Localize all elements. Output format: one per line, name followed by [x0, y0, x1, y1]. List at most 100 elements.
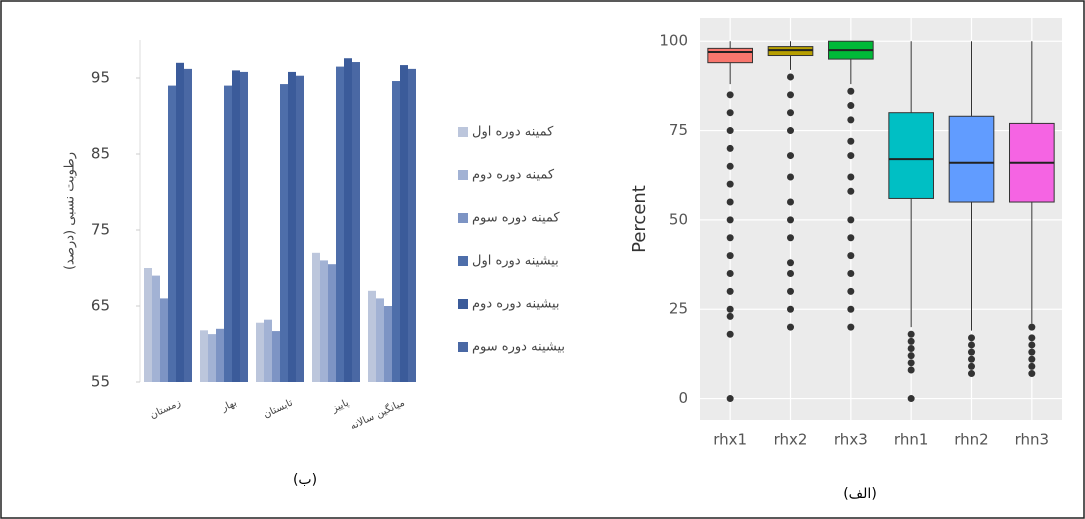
bar — [224, 86, 232, 382]
y-axis-label: رطوبت نسبی (درصد) — [63, 152, 78, 270]
bar — [272, 331, 280, 382]
outlier — [847, 216, 854, 223]
bar — [328, 264, 336, 382]
legend-label: کمینه دوره سوم — [472, 211, 560, 226]
bar — [256, 323, 264, 382]
legend-swatch — [458, 342, 468, 352]
outlier — [847, 234, 854, 241]
outlier — [847, 102, 854, 109]
y-tick-label: 85 — [91, 145, 110, 163]
outlier — [787, 73, 794, 80]
legend-swatch — [458, 213, 468, 223]
legend-label: کمینه دوره اول — [472, 125, 554, 140]
outlier — [968, 370, 975, 377]
bar — [264, 320, 272, 382]
y-tick-label: 0 — [678, 389, 688, 407]
y-tick-label: 50 — [669, 210, 688, 228]
plot-background — [700, 18, 1062, 420]
bar — [216, 329, 224, 382]
bar — [384, 306, 392, 382]
bar — [240, 72, 248, 382]
outlier — [727, 313, 734, 320]
x-tick-label: rhn1 — [894, 431, 928, 449]
bar — [208, 334, 216, 382]
bar — [408, 69, 416, 382]
outlier — [847, 138, 854, 145]
bar — [352, 62, 360, 382]
outlier — [847, 324, 854, 331]
outlier — [727, 181, 734, 188]
bar — [168, 86, 176, 382]
y-tick-label: 75 — [91, 221, 110, 239]
outlier — [1028, 334, 1035, 341]
figure: 5565758595رطوبت نسبی (درصد)زمستانبهارتاب… — [0, 0, 1085, 519]
outlier — [787, 199, 794, 206]
y-axis-label: Percent — [629, 185, 650, 253]
outlier — [968, 356, 975, 363]
y-tick-label: 100 — [659, 32, 688, 50]
outlier — [847, 252, 854, 259]
outlier — [1028, 349, 1035, 356]
outlier — [727, 199, 734, 206]
outlier — [1028, 363, 1035, 370]
bar — [232, 70, 240, 382]
outlier — [968, 341, 975, 348]
outlier — [727, 109, 734, 116]
box — [889, 113, 934, 199]
outlier — [1028, 341, 1035, 348]
outlier — [847, 288, 854, 295]
outlier — [908, 395, 915, 402]
outlier — [787, 152, 794, 159]
outlier — [847, 306, 854, 313]
outlier — [787, 109, 794, 116]
bar — [152, 276, 160, 382]
legend-label: بیشینه دوره سوم — [472, 340, 565, 355]
bar — [344, 58, 352, 382]
outlier — [727, 395, 734, 402]
bar — [312, 253, 320, 382]
outlier — [908, 359, 915, 366]
y-tick-label: 75 — [669, 121, 688, 139]
bar — [400, 65, 408, 382]
x-tick-label: rhx3 — [834, 431, 868, 449]
outlier — [968, 334, 975, 341]
outlier — [847, 270, 854, 277]
outlier — [787, 127, 794, 134]
y-tick-label: 95 — [91, 69, 110, 87]
bar — [336, 67, 344, 382]
box — [949, 116, 994, 202]
bar — [176, 63, 184, 382]
bar — [376, 298, 384, 382]
outlier — [908, 331, 915, 338]
outlier — [1028, 370, 1035, 377]
outlier — [787, 270, 794, 277]
outlier — [968, 349, 975, 356]
legend-label: بیشینه دوره اول — [472, 254, 559, 269]
outlier — [787, 324, 794, 331]
bar — [368, 291, 376, 382]
outlier — [847, 188, 854, 195]
outlier — [908, 352, 915, 359]
outlier — [727, 270, 734, 277]
bar — [280, 84, 288, 382]
outlier — [968, 363, 975, 370]
y-tick-label: 55 — [91, 373, 110, 391]
outlier — [727, 234, 734, 241]
outlier — [908, 338, 915, 345]
bar — [296, 76, 304, 382]
outlier — [727, 163, 734, 170]
outlier — [847, 116, 854, 123]
outlier — [787, 306, 794, 313]
outlier — [727, 127, 734, 134]
x-tick-label: rhn3 — [1015, 431, 1049, 449]
outlier — [787, 259, 794, 266]
outlier — [787, 234, 794, 241]
outlier — [787, 174, 794, 181]
caption: (الف) — [843, 486, 877, 502]
outlier — [787, 91, 794, 98]
bar — [288, 72, 296, 382]
y-tick-label: 25 — [669, 300, 688, 318]
outlier — [908, 345, 915, 352]
outlier — [727, 91, 734, 98]
legend-label: کمینه دوره دوم — [472, 168, 555, 183]
